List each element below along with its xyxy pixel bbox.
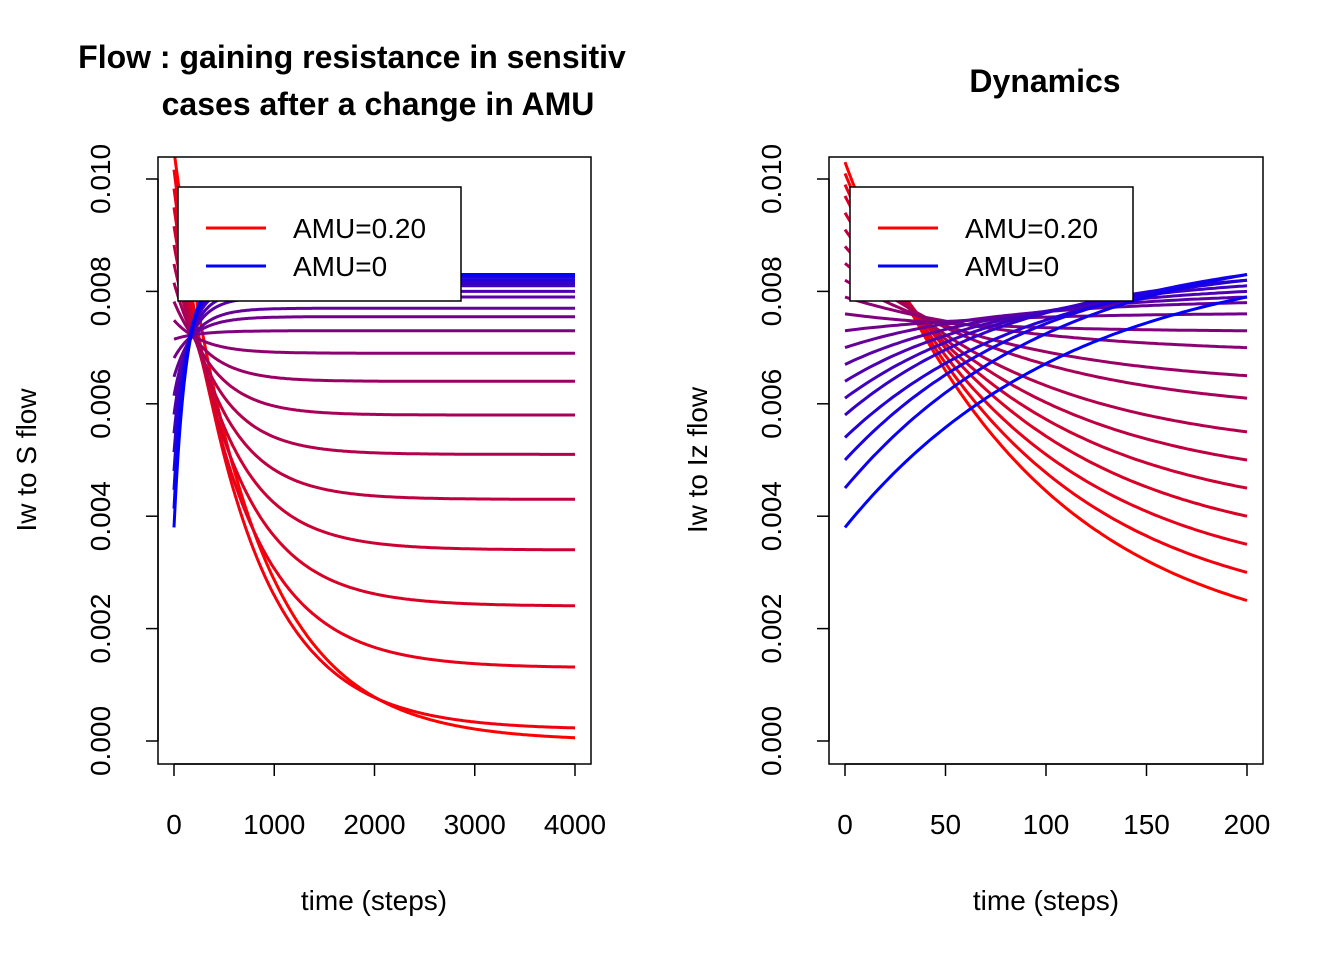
right-series-line	[843, 295, 1248, 529]
left-series-line	[173, 329, 575, 341]
left-chart-title-line-1: Flow : gaining resistance in sensitiv	[78, 39, 626, 75]
left-y-tick-label: 0.000	[85, 706, 116, 776]
left-series-line	[172, 207, 575, 608]
right-y-tick-label: 0.002	[756, 594, 787, 664]
left-y-tick-label: 0.006	[85, 369, 116, 439]
left-legend-label-amu-0: AMU=0	[293, 251, 387, 282]
left-chart-x-axis: 0 1000 2000 3000 4000	[166, 763, 606, 840]
right-chart-legend: AMU=0.20 AMU=0	[849, 186, 1134, 302]
right-chart-title: Dynamics	[969, 63, 1120, 99]
left-chart-legend-box	[177, 186, 462, 302]
left-chart-title-line-2: cases after a change in AMU	[162, 86, 595, 122]
right-y-tick-label: 0.004	[756, 481, 787, 551]
left-legend-label-amu-020: AMU=0.20	[293, 213, 426, 244]
right-series-line	[843, 273, 1248, 462]
left-series-line	[172, 306, 575, 378]
left-series-line	[172, 300, 575, 383]
left-x-tick-label: 0	[166, 809, 182, 840]
left-y-tick-label: 0.008	[85, 256, 116, 326]
left-x-tick-label: 1000	[243, 809, 305, 840]
right-legend-label-amu-020: AMU=0.20	[965, 213, 1098, 244]
left-chart-panel: Flow : gaining resistance in sensitiv ca…	[11, 39, 626, 916]
right-x-tick-label: 50	[930, 809, 961, 840]
left-y-tick-label: 0.010	[85, 144, 116, 214]
left-series-line	[172, 188, 576, 669]
right-y-tick-label: 0.010	[756, 144, 787, 214]
right-x-tick-label: 150	[1123, 809, 1170, 840]
right-legend-label-amu-0: AMU=0	[965, 251, 1059, 282]
right-chart-x-axis: 0 50 100 150 200	[837, 763, 1271, 840]
left-series-line	[172, 263, 575, 456]
right-chart-y-axis-label: Iw to Iz flow	[682, 386, 713, 533]
right-x-tick-label: 0	[837, 809, 853, 840]
right-chart-y-axis: 0.000 0.002 0.004 0.006 0.008 0.010	[756, 144, 830, 776]
left-chart-y-axis: 0.000 0.002 0.004 0.006 0.008 0.010	[85, 144, 159, 776]
left-series-line	[172, 315, 575, 359]
right-series-line	[844, 312, 1247, 333]
left-series-line	[172, 319, 575, 355]
left-x-tick-label: 2000	[343, 809, 405, 840]
right-chart-legend-box	[849, 186, 1134, 302]
left-x-tick-label: 3000	[444, 809, 506, 840]
left-chart-x-axis-label: time (steps)	[301, 885, 447, 916]
right-x-tick-label: 200	[1224, 809, 1271, 840]
left-y-tick-label: 0.002	[85, 594, 116, 664]
right-series-line	[843, 273, 1248, 490]
left-x-tick-label: 4000	[544, 809, 606, 840]
left-series-line	[172, 225, 575, 552]
left-series-line	[172, 244, 575, 501]
right-y-tick-label: 0.008	[756, 256, 787, 326]
left-y-tick-label: 0.004	[85, 481, 116, 551]
left-chart-legend: AMU=0.20 AMU=0	[177, 186, 462, 302]
left-series-line	[172, 282, 575, 417]
right-chart-x-axis-label: time (steps)	[973, 885, 1119, 916]
right-y-tick-label: 0.000	[756, 706, 787, 776]
left-chart-y-axis-label: Iw to S flow	[11, 388, 42, 532]
right-y-tick-label: 0.006	[756, 369, 787, 439]
left-series-line	[172, 169, 575, 730]
right-chart-panel: Dynamics 0 50 100 150 200 0.0000.0020.0040.0…	[682, 63, 1270, 916]
right-x-tick-label: 100	[1023, 809, 1070, 840]
right-chart-series-group	[843, 161, 1248, 602]
